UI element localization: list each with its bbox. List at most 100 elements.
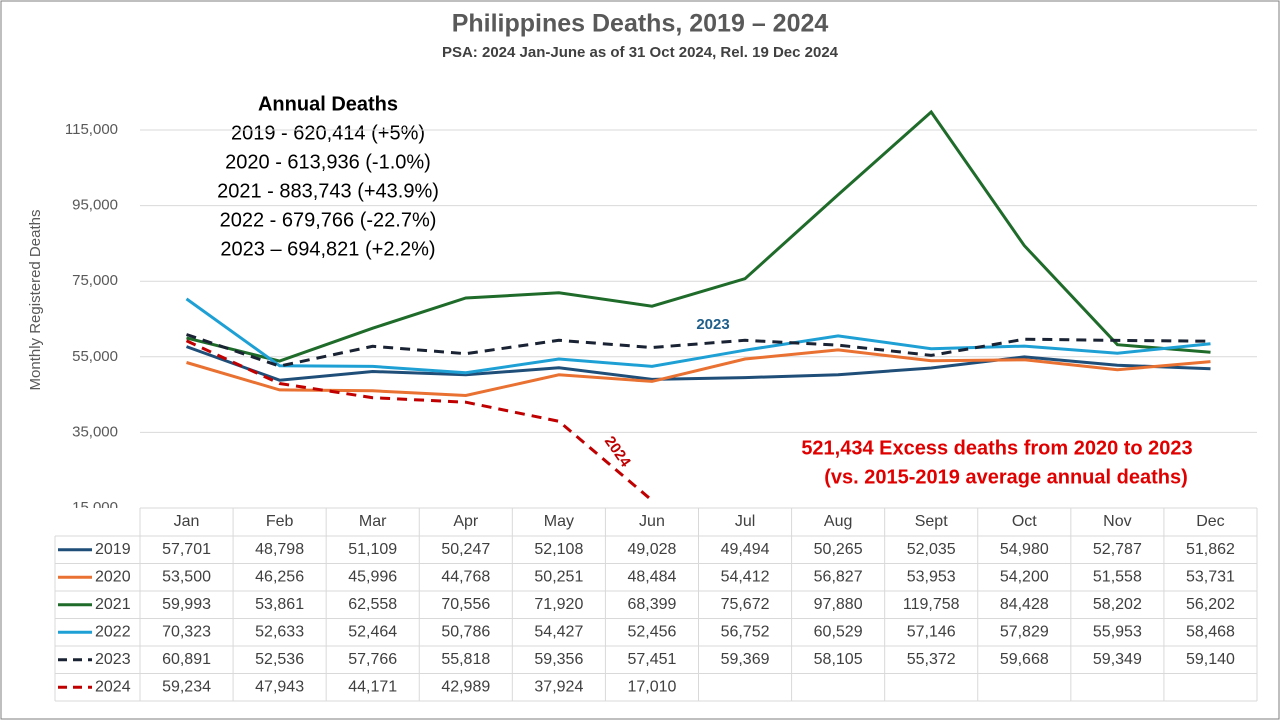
table-value: 70,556: [441, 596, 490, 613]
y-tick-label: 55,000: [72, 348, 118, 365]
table-value: 17,010: [627, 678, 676, 695]
table-value: 59,668: [1000, 651, 1049, 668]
x-tick-label: Oct: [1012, 513, 1037, 530]
table-value: 84,428: [1000, 596, 1049, 613]
legend-label: 2023: [95, 651, 131, 668]
x-tick-label: Aug: [824, 513, 852, 530]
table-value: 50,265: [814, 541, 863, 558]
x-tick-label: Sept: [915, 513, 948, 530]
table-value: 55,953: [1093, 623, 1142, 640]
table-value: 48,484: [627, 568, 676, 585]
table-value: 59,140: [1186, 651, 1235, 668]
table-value: 46,256: [255, 568, 304, 585]
table-value: 49,494: [721, 541, 770, 558]
table-value: 59,356: [534, 651, 583, 668]
legend-label: 2021: [95, 596, 131, 613]
table-value: 52,787: [1093, 541, 1142, 558]
table-value: 56,827: [814, 568, 863, 585]
x-tick-label: Nov: [1103, 513, 1131, 530]
table-value: 70,323: [162, 623, 211, 640]
annual-line: 2020 - 613,936 (-1.0%): [225, 151, 431, 173]
table-value: 44,768: [441, 568, 490, 585]
table-value: 58,202: [1093, 596, 1142, 613]
annual-line: 2022 - 679,766 (-22.7%): [220, 209, 437, 231]
table-value: 48,798: [255, 541, 304, 558]
table-value: 54,200: [1000, 568, 1049, 585]
table-value: 51,558: [1093, 568, 1142, 585]
table-value: 52,035: [907, 541, 956, 558]
label-2023: 2023: [696, 316, 729, 333]
table-value: 55,372: [907, 651, 956, 668]
table-value: 45,996: [348, 568, 397, 585]
series-line: [186, 348, 1211, 398]
table-value: 51,109: [348, 541, 397, 558]
x-tick-label: Dec: [1196, 513, 1224, 530]
annual-line: 2021 - 883,743 (+43.9%): [217, 180, 439, 202]
x-tick-label: Jul: [735, 513, 755, 530]
x-tick-label: Jun: [639, 513, 665, 530]
table-value: 50,786: [441, 623, 490, 640]
table-value: 49,028: [627, 541, 676, 558]
x-tick-label: Mar: [359, 513, 387, 530]
annual-line: 2023 – 694,821 (+2.2%): [220, 238, 435, 260]
table-value: 50,247: [441, 541, 490, 558]
table-value: 97,880: [814, 596, 863, 613]
table-value: 47,943: [255, 678, 304, 695]
annual-title: Annual Deaths: [258, 93, 398, 115]
table-value: 57,451: [627, 651, 676, 668]
table-value: 60,891: [162, 651, 211, 668]
legend-label: 2020: [95, 568, 131, 585]
table-value: 59,369: [721, 651, 770, 668]
table-value: 51,862: [1186, 541, 1235, 558]
table-value: 68,399: [627, 596, 676, 613]
table-value: 62,558: [348, 596, 397, 613]
y-tick-label: 95,000: [72, 197, 118, 214]
y-tick-label: 115,000: [65, 121, 118, 138]
table-value: 53,500: [162, 568, 211, 585]
table-value: 59,993: [162, 596, 211, 613]
legend-label: 2022: [95, 623, 131, 640]
legend-label: 2019: [95, 541, 131, 558]
table-value: 57,146: [907, 623, 956, 640]
table-value: 54,427: [534, 623, 583, 640]
table-value: 44,171: [348, 678, 397, 695]
table-value: 57,829: [1000, 623, 1049, 640]
series-line: [185, 345, 1211, 382]
annual-line: 2019 - 620,414 (+5%): [231, 122, 425, 144]
series-line: [186, 333, 1211, 368]
table-value: 119,758: [903, 596, 960, 613]
table-mask: [55, 508, 1257, 701]
table-value: 59,349: [1093, 651, 1142, 668]
table-value: 52,456: [627, 623, 676, 640]
series-line: [186, 109, 1211, 363]
table-value: 42,989: [441, 678, 490, 695]
y-axis-label: Monthly Registered Deaths: [27, 210, 44, 391]
table-value: 53,953: [907, 568, 956, 585]
legend-label: 2024: [95, 678, 131, 695]
table-value: 54,980: [1000, 541, 1049, 558]
table-value: 55,818: [441, 651, 490, 668]
table-value: 52,464: [348, 623, 397, 640]
table-value: 60,529: [814, 623, 863, 640]
table-value: 57,766: [348, 651, 397, 668]
excess-note: (vs. 2015-2019 average annual deaths): [824, 466, 1188, 488]
x-tick-label: Jan: [174, 513, 200, 530]
table-value: 50,251: [534, 568, 583, 585]
table-value: 52,633: [255, 623, 304, 640]
series-line: [185, 297, 1211, 375]
x-tick-label: Apr: [453, 513, 479, 530]
chart-subtitle: PSA: 2024 Jan-June as of 31 Oct 2024, Re…: [442, 44, 839, 61]
table-value: 56,752: [721, 623, 770, 640]
table-value: 37,924: [534, 678, 583, 695]
x-tick-label: May: [544, 513, 574, 530]
table-value: 71,920: [534, 596, 583, 613]
x-tick-label: Feb: [266, 513, 294, 530]
table-value: 52,536: [255, 651, 304, 668]
table-value: 57,701: [162, 541, 211, 558]
table-value: 58,105: [814, 651, 863, 668]
table-value: 56,202: [1186, 596, 1235, 613]
excess-note: 521,434 Excess deaths from 2020 to 2023: [801, 437, 1192, 459]
table-value: 53,861: [255, 596, 304, 613]
chart-title: Philippines Deaths, 2019 – 2024: [452, 10, 829, 38]
